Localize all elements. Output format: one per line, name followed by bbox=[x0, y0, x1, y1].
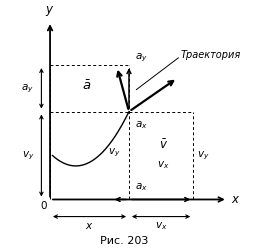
Text: $v_y$: $v_y$ bbox=[196, 149, 209, 162]
Text: $x$: $x$ bbox=[230, 193, 240, 206]
Text: Траектория: Траектория bbox=[180, 50, 240, 61]
Text: $v_y$: $v_y$ bbox=[22, 149, 34, 162]
Text: $y$: $y$ bbox=[45, 3, 55, 18]
Text: $a_y$: $a_y$ bbox=[135, 52, 147, 64]
Text: $x$: $x$ bbox=[85, 221, 93, 231]
Text: $v_x$: $v_x$ bbox=[157, 159, 169, 171]
Text: Рис. 203: Рис. 203 bbox=[100, 236, 148, 246]
Text: $a_x$: $a_x$ bbox=[135, 119, 147, 131]
Text: $\bar{v}$: $\bar{v}$ bbox=[158, 139, 167, 152]
Text: $v_x$: $v_x$ bbox=[154, 220, 167, 232]
Text: $\bar{a}$: $\bar{a}$ bbox=[82, 79, 91, 93]
Text: $v_y$: $v_y$ bbox=[107, 147, 120, 159]
Text: 0: 0 bbox=[40, 201, 47, 211]
Text: $a_x$: $a_x$ bbox=[135, 181, 147, 193]
Text: $a_y$: $a_y$ bbox=[21, 82, 34, 95]
